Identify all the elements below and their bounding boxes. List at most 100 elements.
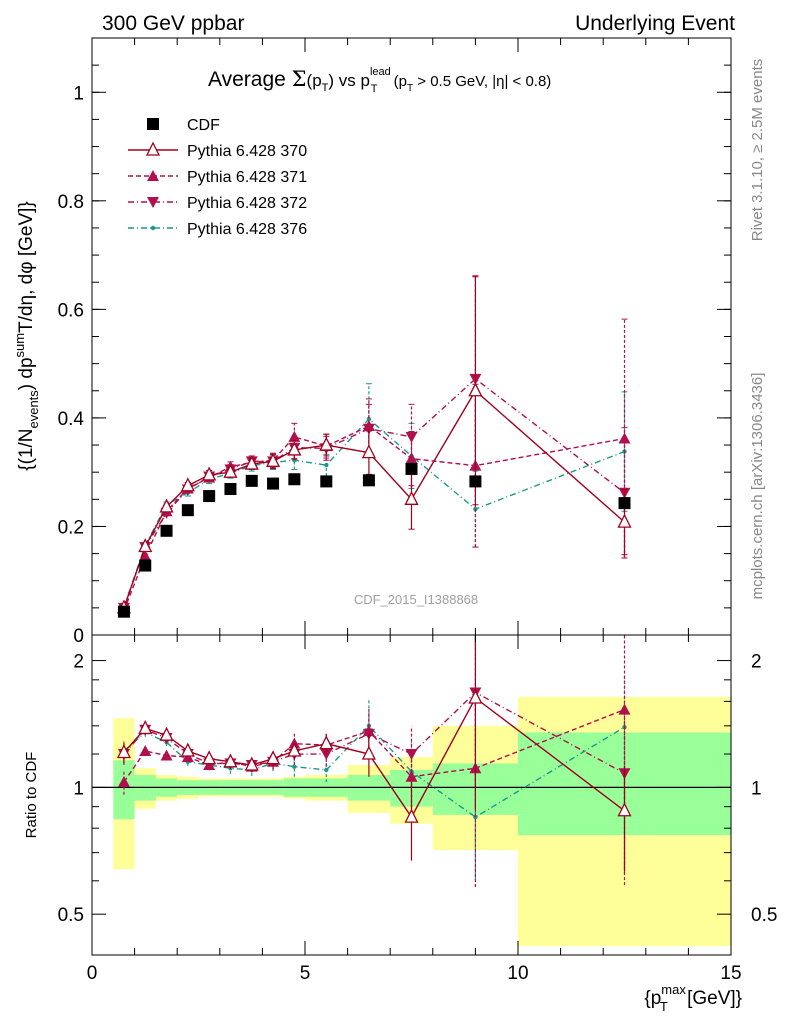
ratio-line-376 — [123, 724, 625, 818]
series-point-370 — [361, 444, 376, 459]
ratio-point-370 — [180, 742, 195, 757]
legend-label: Pythia 6.428 370 — [187, 143, 307, 160]
x-tick-label: 5 — [300, 963, 311, 984]
series-point-370 — [617, 513, 632, 528]
series-point-371 — [618, 432, 631, 444]
main-ytick-label: 0.2 — [58, 517, 84, 538]
series-point-370 — [180, 477, 195, 492]
data-point-cdf — [117, 605, 130, 618]
ratio-ytick-label-right: 1 — [751, 778, 762, 799]
legend-marker — [147, 197, 159, 208]
ratio-point-370 — [138, 719, 153, 735]
series-point-370 — [287, 441, 302, 456]
main-ticks: 0 0.2 0.4 0.6 0.8 1 — [58, 37, 732, 647]
ratio-ytick-label: 1 — [73, 778, 84, 799]
ratio-line-372 — [123, 691, 625, 774]
data-point-cdf — [203, 490, 216, 503]
ratio-point-371 — [405, 770, 418, 782]
data-point-cdf — [362, 474, 375, 487]
data-point-cdf — [139, 559, 152, 572]
main-series — [116, 275, 632, 618]
series-point-370 — [202, 466, 217, 481]
header-right: Underlying Event — [575, 12, 735, 35]
series-line-371 — [123, 425, 625, 611]
series-line-372 — [123, 377, 625, 609]
legend-label: CDF — [187, 117, 220, 134]
title-sigma: Σ — [292, 67, 307, 91]
side-text-bottom: mcplots.cern.ch [arXiv:1306.3436] — [749, 373, 766, 600]
ratio-point-371 — [139, 744, 152, 756]
ratio-point-370 — [287, 742, 302, 757]
title-cut-open: (p — [390, 73, 408, 90]
ratio-point-376 — [292, 764, 297, 769]
ratio-point-371 — [203, 759, 216, 771]
title-vs: vs p — [334, 71, 370, 90]
title-t-sub: T — [322, 82, 329, 94]
series-point-370 — [265, 452, 281, 467]
ratio-point-370 — [265, 750, 281, 765]
header-left: 300 GeV ppbar — [102, 12, 244, 35]
ratio-point-370 — [244, 756, 259, 771]
series-point-370 — [223, 463, 238, 478]
data-point-cdf — [288, 473, 301, 486]
main-panel: 0 0.2 0.4 0.6 0.8 1 — [58, 37, 732, 647]
xlabel-rest: [GeV]} — [682, 988, 742, 1009]
data-point-cdf — [245, 474, 258, 487]
ratio-point-370 — [319, 735, 334, 750]
ratio-point-371 — [160, 749, 173, 761]
ratio-point-371 — [117, 775, 130, 787]
ratio-point-370 — [116, 744, 132, 759]
ratio-frame — [91, 634, 732, 956]
ratio-ticks: 0.5 0.5 1 1 2 2 0 5 10 15 — [58, 635, 777, 984]
legend-marker — [147, 170, 159, 181]
side-text-top: Rivet 3.1.10, ≥ 2.5M events — [749, 59, 766, 242]
ratio-point-376 — [473, 814, 478, 820]
title-t-sub2: T — [371, 83, 378, 95]
series-point-370 — [404, 490, 419, 505]
series-point-371 — [139, 550, 152, 562]
ratio-panel: 0.5 0.5 1 1 2 2 0 5 10 15 — [58, 634, 777, 984]
ratio-point-370 — [223, 753, 238, 768]
series-line-376 — [123, 418, 625, 608]
xlabel-max: max — [661, 982, 686, 997]
series-point-376 — [324, 462, 329, 468]
title-lead: lead — [370, 66, 391, 78]
data-point-cdf — [224, 483, 237, 496]
xlabel-t: T — [660, 999, 668, 1014]
data-point-cdf — [618, 497, 631, 510]
ylabel-sum: sum — [12, 333, 27, 358]
legend-marker — [145, 141, 161, 156]
data-point-cdf — [160, 524, 173, 537]
ratio-ytick-label: 0.5 — [58, 905, 84, 926]
series-point-370 — [319, 436, 334, 451]
ylabel-events: events — [26, 390, 41, 429]
ratio-ytick-label: 2 — [73, 652, 84, 673]
data-point-cdf — [469, 475, 482, 488]
x-tick-label: 15 — [720, 963, 741, 984]
ratio-point-370 — [617, 802, 632, 817]
legend-label: Pythia 6.428 372 — [187, 195, 307, 212]
ratio-point-370 — [468, 689, 483, 704]
title-t-sub3: T — [407, 83, 413, 94]
ratio-ytick-label-right: 0.5 — [751, 905, 777, 926]
ratio-point-370 — [159, 726, 174, 741]
ratio-ylabel: Ratio to CDF — [23, 752, 40, 839]
series-line-370 — [123, 389, 625, 609]
ylabel-open: {(1/N — [16, 429, 37, 471]
ylabel-t: T — [16, 321, 37, 333]
series-point-370 — [244, 455, 259, 470]
legend-label: Pythia 6.428 371 — [187, 169, 307, 186]
ratio-point-370 — [202, 750, 217, 765]
main-ytick-label: 0.6 — [58, 300, 84, 321]
legend: CDF Pythia 6.428 370 Pythia 6.428 371 Pythi… — [128, 117, 307, 238]
series-point-371 — [288, 430, 301, 442]
series-point-371 — [362, 420, 375, 432]
title-prefix: Average — [208, 68, 292, 91]
series-point-370 — [468, 382, 483, 397]
ratio-point-370 — [404, 808, 419, 823]
legend-label: Pythia 6.428 376 — [187, 221, 307, 238]
legend-marker — [150, 225, 156, 231]
title-cut-rest: > 0.5 GeV, |η| < 0.8) — [413, 73, 551, 90]
main-ytick-label: 1 — [73, 83, 84, 104]
